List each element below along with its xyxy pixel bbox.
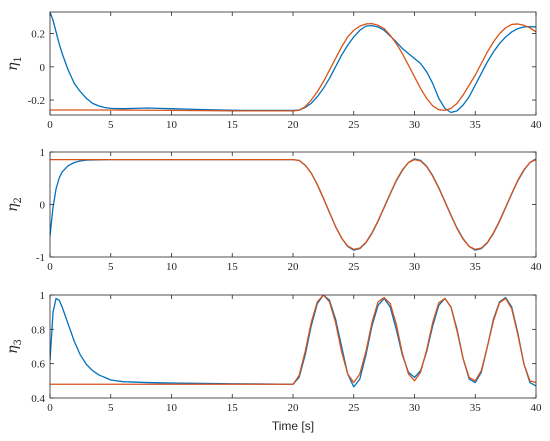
- x-axis-label: Time [s]: [272, 419, 314, 433]
- y-tick-label: 0.2: [31, 29, 45, 41]
- y-axis-label-symbol: η: [5, 345, 21, 354]
- y-tick-label: 0.8: [31, 324, 45, 336]
- x-tick-label: 35: [470, 261, 482, 273]
- x-tick-label: 25: [348, 261, 360, 273]
- series-line-1: [50, 295, 536, 388]
- x-tick-label: 30: [409, 261, 421, 273]
- y-tick-label: 0.4: [31, 393, 45, 405]
- x-tick-label: 35: [470, 119, 482, 131]
- x-tick-label: 20: [288, 119, 300, 131]
- y-tick-label: 1: [40, 147, 46, 159]
- y-axis-label-symbol: η: [5, 62, 21, 71]
- y-tick-label: 0: [40, 200, 46, 212]
- y-axis-label: η3: [5, 339, 24, 354]
- y-tick-label: -0.2: [28, 95, 45, 107]
- x-tick-label: 15: [227, 402, 239, 414]
- y-tick-label: 1: [40, 290, 46, 302]
- y-axis-label-index: 3: [13, 339, 24, 345]
- y-axis-label-symbol: η: [5, 203, 21, 212]
- series-line-2: [50, 22, 536, 112]
- y-axis-label: η1: [5, 56, 24, 71]
- x-tick-label: 25: [348, 119, 360, 131]
- x-tick-label: 30: [409, 402, 421, 414]
- x-tick-label: 5: [108, 402, 114, 414]
- x-tick-label: 20: [288, 402, 300, 414]
- x-tick-label: 30: [409, 119, 421, 131]
- x-tick-label: 0: [47, 119, 53, 131]
- series-line-2: [50, 295, 536, 385]
- series-line-2: [50, 158, 536, 251]
- x-tick-label: 0: [47, 261, 53, 273]
- y-axis-label-index: 2: [13, 197, 24, 203]
- y-tick-label: 0.6: [31, 359, 45, 371]
- x-tick-label: 15: [227, 261, 239, 273]
- x-tick-label: 35: [470, 402, 482, 414]
- x-tick-label: 10: [166, 402, 178, 414]
- x-tick-label: 40: [531, 119, 543, 131]
- panel-3: 0 5 10 15 20 25 30 35 40 0.4 0.6 0.8 1 η3: [5, 290, 542, 414]
- x-tick-label: 10: [166, 261, 178, 273]
- y-axis-label-index: 1: [13, 56, 24, 62]
- x-tick-label: 20: [288, 261, 300, 273]
- y-tick-label: 0: [40, 62, 46, 74]
- x-tick-label: 15: [227, 119, 239, 131]
- x-tick-label: 5: [108, 119, 114, 131]
- x-tick-label: 10: [166, 119, 178, 131]
- x-tick-label: 40: [531, 261, 543, 273]
- x-tick-label: 40: [531, 402, 543, 414]
- x-tick-label: 5: [108, 261, 114, 273]
- x-tick-label: 0: [47, 402, 53, 414]
- y-tick-label: -1: [36, 252, 45, 264]
- panel-1: 0 5 10 15 20 25 30 35 40-0.200.2η1: [5, 11, 543, 131]
- series-line-1: [50, 12, 536, 114]
- x-tick-label: 25: [348, 402, 360, 414]
- y-axis-label: η2: [5, 197, 24, 212]
